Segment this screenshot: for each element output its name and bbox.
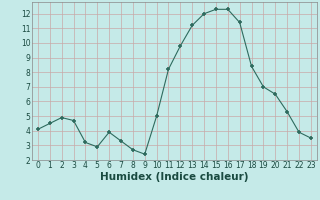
X-axis label: Humidex (Indice chaleur): Humidex (Indice chaleur): [100, 172, 249, 182]
